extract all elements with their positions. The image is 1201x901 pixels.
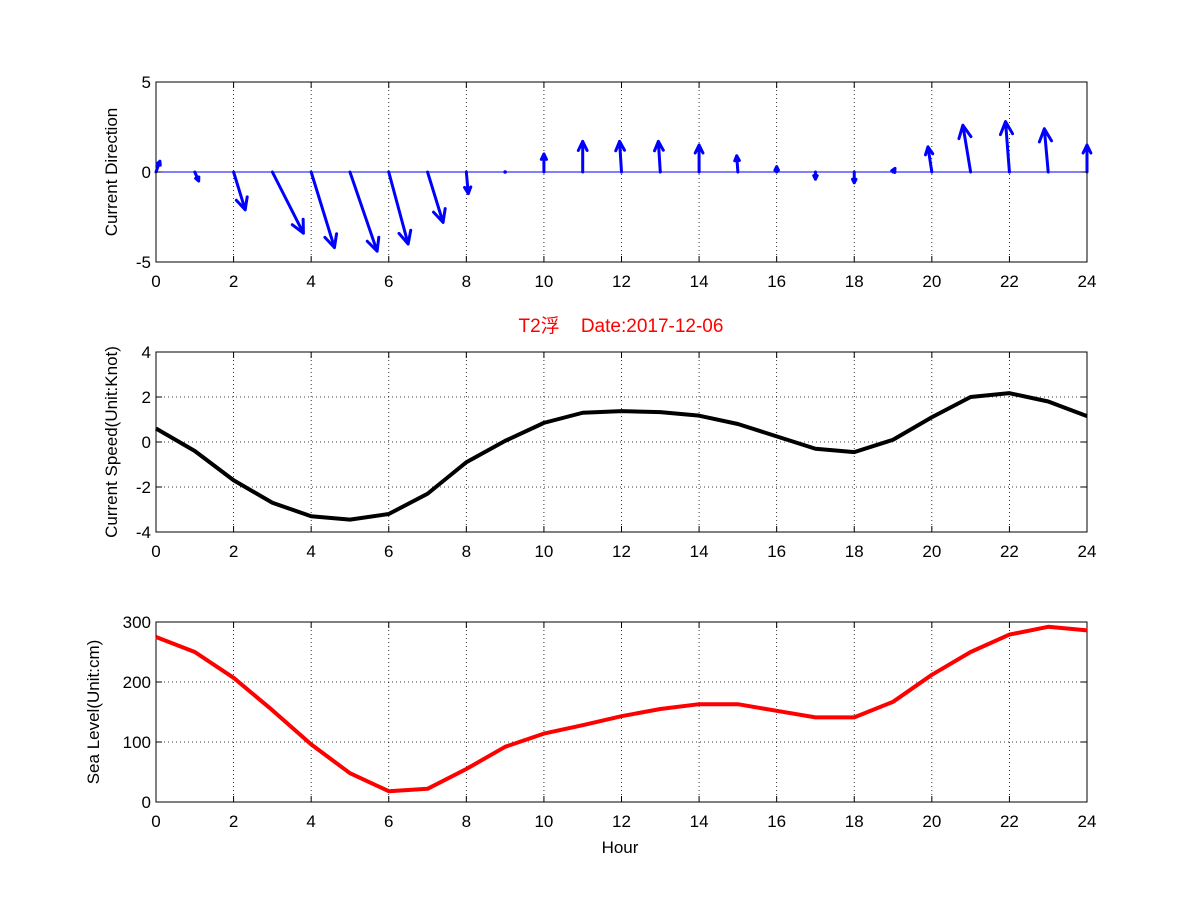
y-tick-labels: 0 100 200 300 bbox=[123, 613, 1087, 812]
x-tick-label: 2 bbox=[229, 542, 238, 561]
direction-arrow bbox=[463, 170, 473, 196]
x-tick-label: 4 bbox=[306, 272, 315, 291]
sea-level-series bbox=[155, 624, 1088, 794]
y-tick-label: 2 bbox=[142, 388, 151, 407]
x-tick-label: 2 bbox=[229, 812, 238, 831]
x-tick-label: 20 bbox=[922, 812, 941, 831]
direction-arrow bbox=[309, 170, 339, 250]
x-tick-label: 16 bbox=[767, 542, 786, 561]
direction-arrow bbox=[773, 165, 780, 174]
y-tick-label: 100 bbox=[123, 733, 151, 752]
direction-arrow bbox=[733, 154, 741, 174]
y-axis-label: Sea Level(Unit:cm) bbox=[84, 640, 103, 785]
direction-arrow bbox=[426, 170, 447, 224]
direction-arrow bbox=[387, 170, 413, 246]
direction-arrow bbox=[539, 152, 548, 174]
direction-arrow bbox=[232, 170, 249, 212]
direction-arrow bbox=[154, 159, 162, 174]
x-tick-label: 24 bbox=[1078, 272, 1097, 291]
x-tick-label: 10 bbox=[534, 812, 553, 831]
current-direction-panel: 0 2 4 6 8 10 12 14 16 18 20 22 24 -505 Current Direc… bbox=[102, 73, 1096, 291]
x-tick-label: 14 bbox=[690, 272, 709, 291]
y-tick-label: 4 bbox=[142, 343, 151, 362]
direction-arrow bbox=[1037, 127, 1054, 174]
direction-arrow bbox=[1081, 143, 1093, 174]
x-tick-label: 4 bbox=[306, 542, 315, 561]
x-tick-label: 0 bbox=[151, 542, 160, 561]
x-tick-labels: 0 2 4 6 8 10 12 14 16 18 20 22 24 bbox=[151, 352, 1096, 561]
direction-arrow bbox=[576, 139, 589, 174]
direction-arrows bbox=[154, 120, 1093, 253]
x-tick-label: 8 bbox=[462, 542, 471, 561]
y-tick-label: -4 bbox=[136, 523, 151, 542]
y-tick-label: 0 bbox=[142, 793, 151, 812]
direction-arrow bbox=[851, 170, 858, 185]
x-tick-label: 22 bbox=[1000, 542, 1019, 561]
x-tick-label: 18 bbox=[845, 542, 864, 561]
x-tick-label: 4 bbox=[306, 812, 315, 831]
x-tick-label: 6 bbox=[384, 272, 393, 291]
x-tick-label: 10 bbox=[534, 542, 553, 561]
direction-arrow bbox=[923, 145, 935, 174]
speed-series bbox=[154, 391, 1088, 522]
x-tick-label: 14 bbox=[690, 542, 709, 561]
y-tick-labels: -4 -2 0 2 4 bbox=[136, 343, 1087, 542]
plot-area bbox=[155, 351, 1088, 533]
x-tick-label: 18 bbox=[845, 272, 864, 291]
x-tick-label: 12 bbox=[612, 542, 631, 561]
y-tick-label: 5 bbox=[142, 73, 151, 92]
direction-arrow bbox=[890, 166, 897, 174]
x-tick-label: 8 bbox=[462, 812, 471, 831]
x-tick-label: 6 bbox=[384, 542, 393, 561]
x-tick-label: 14 bbox=[690, 812, 709, 831]
x-tick-label: 10 bbox=[534, 272, 553, 291]
x-tick-labels: 0 2 4 6 8 10 12 14 16 18 20 22 24 bbox=[151, 82, 1096, 291]
y-tick-label: 0 bbox=[142, 163, 151, 182]
x-tick-label: 12 bbox=[612, 272, 631, 291]
direction-arrow bbox=[957, 123, 973, 174]
y-tick-label: 0 bbox=[142, 433, 151, 452]
direction-arrow bbox=[270, 170, 305, 235]
x-tick-label: 22 bbox=[1000, 812, 1019, 831]
x-tick-label: 12 bbox=[612, 812, 631, 831]
y-tick-label: 200 bbox=[123, 673, 151, 692]
direction-arrow bbox=[503, 170, 507, 174]
x-tick-label: 18 bbox=[845, 812, 864, 831]
x-tick-label: 0 bbox=[151, 812, 160, 831]
y-tick-label: 300 bbox=[123, 613, 151, 632]
direction-arrow bbox=[812, 170, 819, 181]
speed-line bbox=[154, 391, 1088, 522]
x-tick-labels: 0 2 4 6 8 10 12 14 16 18 20 22 24 bbox=[151, 622, 1096, 831]
chart-title: T2浮 Date:2017-12-06 bbox=[519, 315, 724, 337]
y-tick-label: -2 bbox=[136, 478, 151, 497]
x-axis-label: Hour bbox=[602, 838, 639, 857]
x-tick-label: 20 bbox=[922, 542, 941, 561]
direction-arrow bbox=[998, 120, 1015, 174]
sea-level-line bbox=[155, 624, 1088, 794]
x-tick-label: 16 bbox=[767, 812, 786, 831]
y-tick-labels: -5 0 5 bbox=[136, 73, 1087, 272]
direction-arrow bbox=[614, 139, 627, 174]
x-tick-label: 24 bbox=[1078, 542, 1097, 561]
x-tick-label: 8 bbox=[462, 272, 471, 291]
x-tick-label: 22 bbox=[1000, 272, 1019, 291]
y-axis-label: Current Speed(Unit:Knot) bbox=[102, 346, 121, 538]
direction-arrow bbox=[348, 170, 381, 253]
x-tick-label: 20 bbox=[922, 272, 941, 291]
y-tick-label: -5 bbox=[136, 253, 151, 272]
x-tick-label: 6 bbox=[384, 812, 393, 831]
y-axis-label: Current Direction bbox=[102, 108, 121, 237]
x-tick-label: 16 bbox=[767, 272, 786, 291]
plot-area bbox=[155, 621, 1088, 803]
x-tick-label: 2 bbox=[229, 272, 238, 291]
direction-arrow bbox=[653, 139, 665, 174]
x-tick-label: 24 bbox=[1078, 812, 1097, 831]
x-tick-label: 0 bbox=[151, 272, 160, 291]
direction-arrow bbox=[193, 170, 201, 183]
direction-arrow bbox=[693, 143, 705, 174]
